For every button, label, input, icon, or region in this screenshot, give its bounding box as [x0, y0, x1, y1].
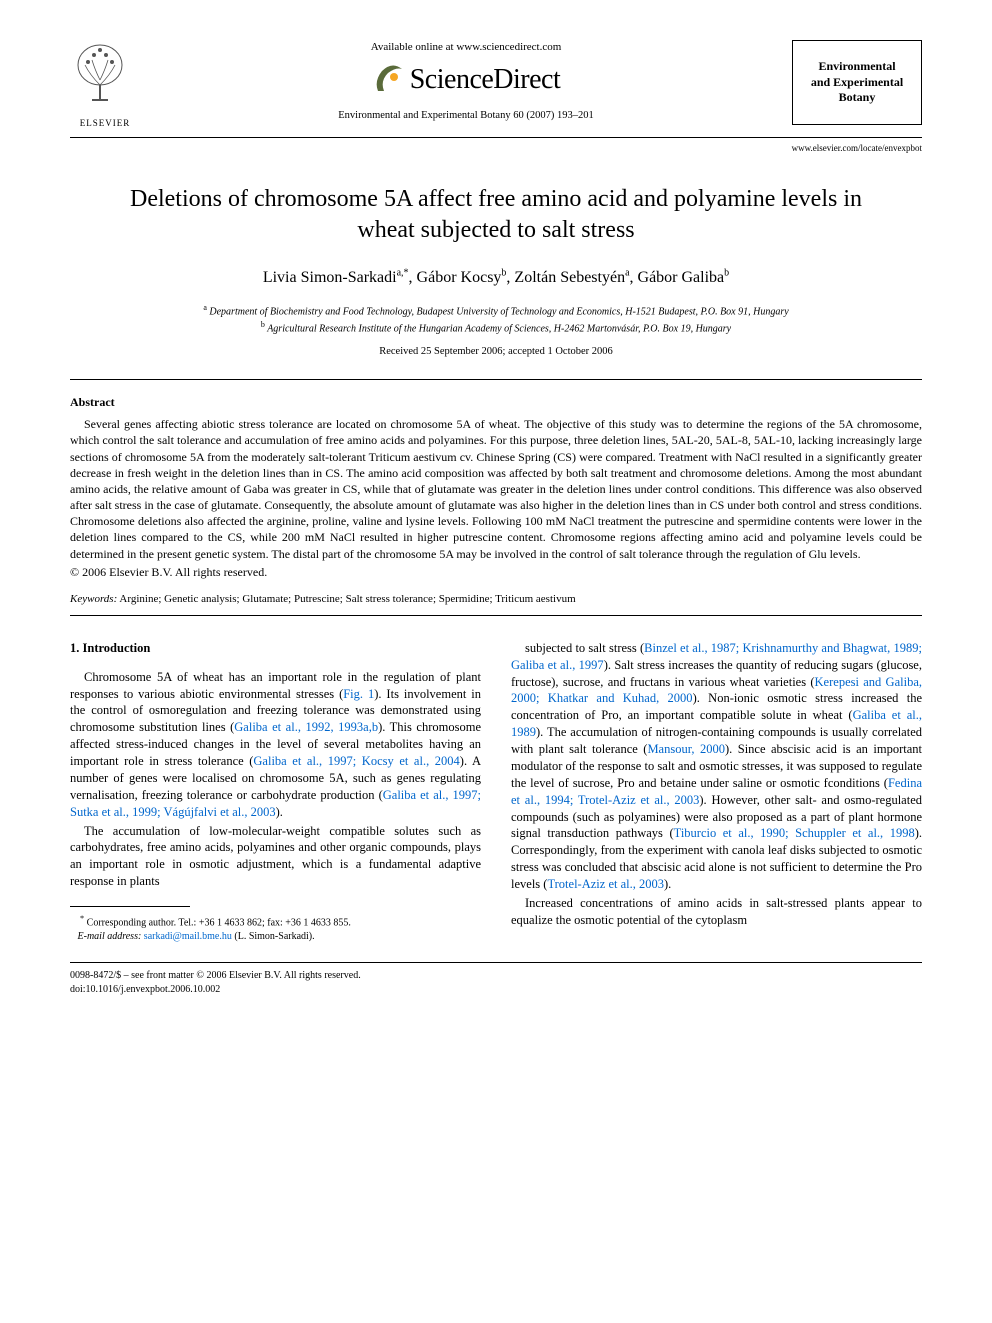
- affil-b-text: Agricultural Research Institute of the H…: [267, 324, 731, 335]
- article-dates: Received 25 September 2006; accepted 1 O…: [70, 345, 922, 359]
- intro-para-2: The accumulation of low-molecular-weight…: [70, 823, 481, 891]
- keywords-line: Keywords: Arginine; Genetic analysis; Gl…: [70, 592, 922, 607]
- journal-url[interactable]: www.elsevier.com/locate/envexpbot: [70, 142, 922, 154]
- section-1-heading: 1. Introduction: [70, 640, 481, 657]
- divider-2: [70, 615, 922, 616]
- ref-mansour[interactable]: Mansour, 2000: [647, 742, 725, 756]
- divider-1: [70, 379, 922, 380]
- available-online-text: Available online at www.sciencedirect.co…: [160, 40, 772, 55]
- affiliation-a: a Department of Biochemistry and Food Te…: [70, 302, 922, 319]
- footnote-corr-text: Corresponding author. Tel.: +36 1 4633 8…: [87, 917, 351, 928]
- header-center: Available online at www.sciencedirect.co…: [140, 40, 792, 123]
- keywords-label: Keywords:: [70, 593, 117, 605]
- abstract-heading: Abstract: [70, 394, 922, 410]
- journal-reference: Environmental and Experimental Botany 60…: [160, 109, 772, 123]
- journal-name-2: and Experimental: [801, 75, 913, 91]
- keywords-list: Arginine; Genetic analysis; Glutamate; P…: [119, 593, 575, 605]
- footnote-email-name: (L. Simon-Sarkadi).: [234, 931, 314, 942]
- journal-cover-box: Environmental and Experimental Botany: [792, 40, 922, 125]
- affiliation-b: b Agricultural Research Institute of the…: [70, 319, 922, 336]
- authors-text: Livia Simon-Sarkadia,*, Gábor Kocsyb, Zo…: [263, 269, 729, 286]
- corresponding-email-link[interactable]: sarkadi@mail.bme.hu: [144, 931, 232, 942]
- page-header: ELSEVIER Available online at www.science…: [70, 40, 922, 138]
- article-title: Deletions of chromosome 5A affect free a…: [110, 184, 882, 246]
- journal-name-3: Botany: [801, 90, 913, 106]
- footnote-separator: [70, 906, 190, 907]
- p3-t7: ).: [664, 877, 671, 891]
- intro-para-1: Chromosome 5A of wheat has an important …: [70, 669, 481, 821]
- elsevier-logo: ELSEVIER: [70, 40, 140, 129]
- abstract-copyright: © 2006 Elsevier B.V. All rights reserved…: [70, 564, 922, 580]
- ref-tiburcio[interactable]: Tiburcio et al., 1990; Schuppler et al.,…: [674, 826, 915, 840]
- sciencedirect-brand: ScienceDirect: [160, 61, 772, 99]
- footnote-email-label: E-mail address:: [78, 931, 142, 942]
- author-list: Livia Simon-Sarkadia,*, Gábor Kocsyb, Zo…: [70, 266, 922, 288]
- p3-t0: subjected to salt stress (: [525, 641, 644, 655]
- ref-galiba-1997a[interactable]: Galiba et al., 1997; Kocsy et al., 2004: [253, 754, 459, 768]
- elsevier-tree-icon: [70, 40, 130, 110]
- footer-issn-line: 0098-8472/$ – see front matter © 2006 El…: [70, 969, 922, 983]
- ref-trotel[interactable]: Trotel-Aziz et al., 2003: [547, 877, 664, 891]
- article-body: 1. Introduction Chromosome 5A of wheat h…: [70, 640, 922, 945]
- affiliations: a Department of Biochemistry and Food Te…: [70, 302, 922, 337]
- ref-fig1[interactable]: Fig. 1: [343, 687, 374, 701]
- sciencedirect-text: ScienceDirect: [410, 61, 561, 99]
- abstract-body: Several genes affecting abiotic stress t…: [70, 416, 922, 562]
- sciencedirect-swoosh-icon: [372, 63, 406, 97]
- journal-name-1: Environmental: [801, 59, 913, 75]
- journal-box-wrapper: Environmental and Experimental Botany: [792, 40, 922, 125]
- affil-a-text: Department of Biochemistry and Food Tech…: [209, 306, 788, 317]
- page-footer: 0098-8472/$ – see front matter © 2006 El…: [70, 962, 922, 997]
- ref-galiba-1992[interactable]: Galiba et al., 1992, 1993a,b: [234, 720, 378, 734]
- corresponding-author-footnote: * Corresponding author. Tel.: +36 1 4633…: [70, 913, 481, 944]
- intro-para-4: Increased concentrations of amino acids …: [511, 895, 922, 929]
- elsevier-label: ELSEVIER: [70, 117, 140, 129]
- p1-t5: ).: [276, 805, 283, 819]
- footer-doi-line: doi:10.1016/j.envexpbot.2006.10.002: [70, 983, 922, 997]
- intro-para-3: subjected to salt stress (Binzel et al.,…: [511, 640, 922, 893]
